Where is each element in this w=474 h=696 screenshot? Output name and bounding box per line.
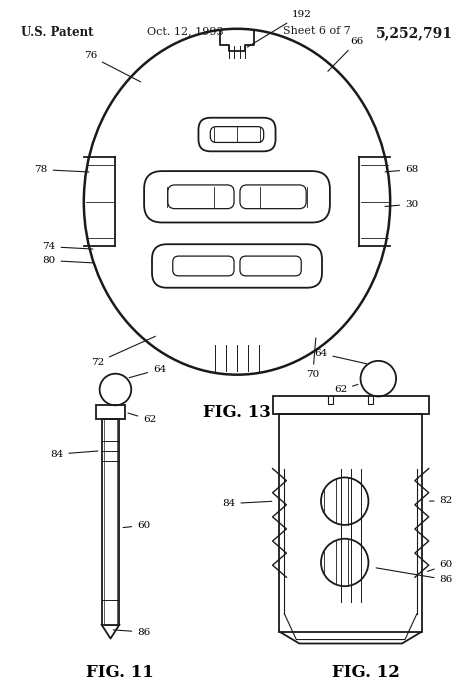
Text: 84: 84: [222, 499, 272, 508]
Text: 72: 72: [91, 336, 155, 367]
Text: 5,252,791: 5,252,791: [375, 26, 453, 40]
Text: 82: 82: [429, 496, 453, 505]
Text: 192: 192: [247, 10, 311, 47]
Text: 60: 60: [123, 521, 150, 530]
Text: 86: 86: [376, 568, 453, 584]
Text: 76: 76: [84, 52, 141, 82]
Text: 64: 64: [314, 349, 367, 364]
Text: 80: 80: [42, 256, 93, 265]
Text: Oct. 12, 1993: Oct. 12, 1993: [147, 26, 224, 35]
Text: FIG. 12: FIG. 12: [331, 664, 400, 681]
Text: 66: 66: [328, 37, 364, 71]
Bar: [104, 419, 118, 625]
Text: 30: 30: [385, 200, 418, 209]
Bar: [101, 419, 119, 625]
Text: FIG. 13: FIG. 13: [203, 404, 271, 421]
Text: 64: 64: [129, 365, 166, 378]
Text: FIG. 11: FIG. 11: [85, 664, 153, 681]
Text: 84: 84: [50, 450, 98, 459]
Text: U.S. Patent: U.S. Patent: [20, 26, 93, 39]
Text: 62: 62: [334, 384, 358, 395]
Text: 70: 70: [306, 338, 319, 379]
Text: 78: 78: [35, 165, 89, 174]
Bar: [273, 397, 428, 414]
Text: Sheet 6 of 7: Sheet 6 of 7: [283, 26, 351, 35]
Text: 62: 62: [128, 413, 156, 424]
Text: 74: 74: [42, 242, 93, 251]
Text: 60: 60: [428, 560, 453, 571]
Bar: [96, 405, 125, 419]
Bar: [280, 414, 422, 632]
Text: 86: 86: [113, 628, 150, 637]
Text: 68: 68: [385, 165, 418, 174]
